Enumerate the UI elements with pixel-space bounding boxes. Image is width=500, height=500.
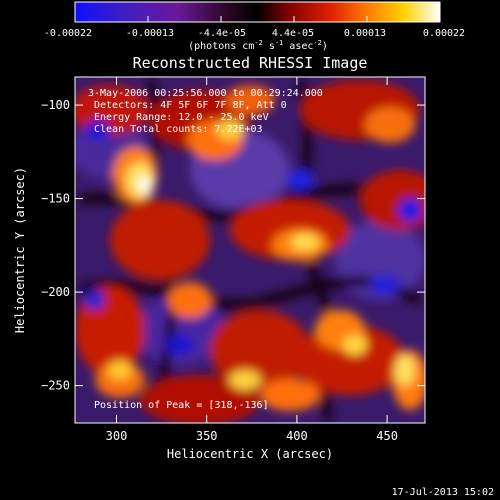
x-tick-label: 400 xyxy=(286,429,308,443)
units-sup: -2 xyxy=(313,39,321,47)
plot-frame xyxy=(74,76,426,424)
info-peak-position: Position of Peak = [318,-136] xyxy=(94,400,269,411)
colorbar-tick-label: -0.00022 xyxy=(44,28,92,39)
y-axis: −100 −150 −200 −250 xyxy=(41,98,425,393)
y-tick-label: −250 xyxy=(41,379,70,393)
units-prefix: (photons cm xyxy=(188,41,254,52)
colorbar-units: (photons cm-2 s-1 asec-2) xyxy=(188,39,328,52)
units-sup: -1 xyxy=(275,39,283,47)
plot-title: Reconstructed RHESSI Image xyxy=(133,54,368,72)
info-algorithm: Clean Total counts: 7.22E+03 xyxy=(94,124,263,135)
colorbar xyxy=(74,1,441,23)
units-mid: asec xyxy=(283,41,313,52)
colorbar-tick-label: 0.00013 xyxy=(344,28,386,39)
colorbar-tick-label: -4.4e-05 xyxy=(198,28,246,39)
colorbar-tick-label: -0.00013 xyxy=(126,28,174,39)
x-axis-label: Heliocentric X (arcsec) xyxy=(167,447,333,461)
colorbar-ticks xyxy=(74,16,441,22)
y-axis-label: Heliocentric Y (arcsec) xyxy=(13,167,27,333)
info-time-range: 3-May-2006 00:25:56.000 to 00:29:24.000 xyxy=(88,88,323,99)
colorbar-tick-label: 4.4e-05 xyxy=(272,28,314,39)
y-tick-label: −200 xyxy=(41,285,70,299)
colorbar-tick-label: 0.00022 xyxy=(423,28,465,39)
x-axis: 300 350 400 450 xyxy=(106,77,398,443)
footer-timestamp: 17-Jul-2013 15:02 xyxy=(392,487,494,498)
x-tick-label: 300 xyxy=(106,429,128,443)
units-sup: -2 xyxy=(254,39,262,47)
info-energy-range: Energy Range: 12.0 - 25.0 keV xyxy=(94,112,269,123)
rhessi-image xyxy=(75,77,425,423)
x-tick-label: 450 xyxy=(376,429,398,443)
y-tick-label: −150 xyxy=(41,192,70,206)
units-mid: s xyxy=(263,41,275,52)
info-detectors: Detectors: 4F 5F 6F 7F 8F, Att 0 xyxy=(94,100,287,111)
y-tick-label: −100 xyxy=(41,98,70,112)
units-suffix: ) xyxy=(322,41,328,52)
x-tick-label: 350 xyxy=(196,429,218,443)
